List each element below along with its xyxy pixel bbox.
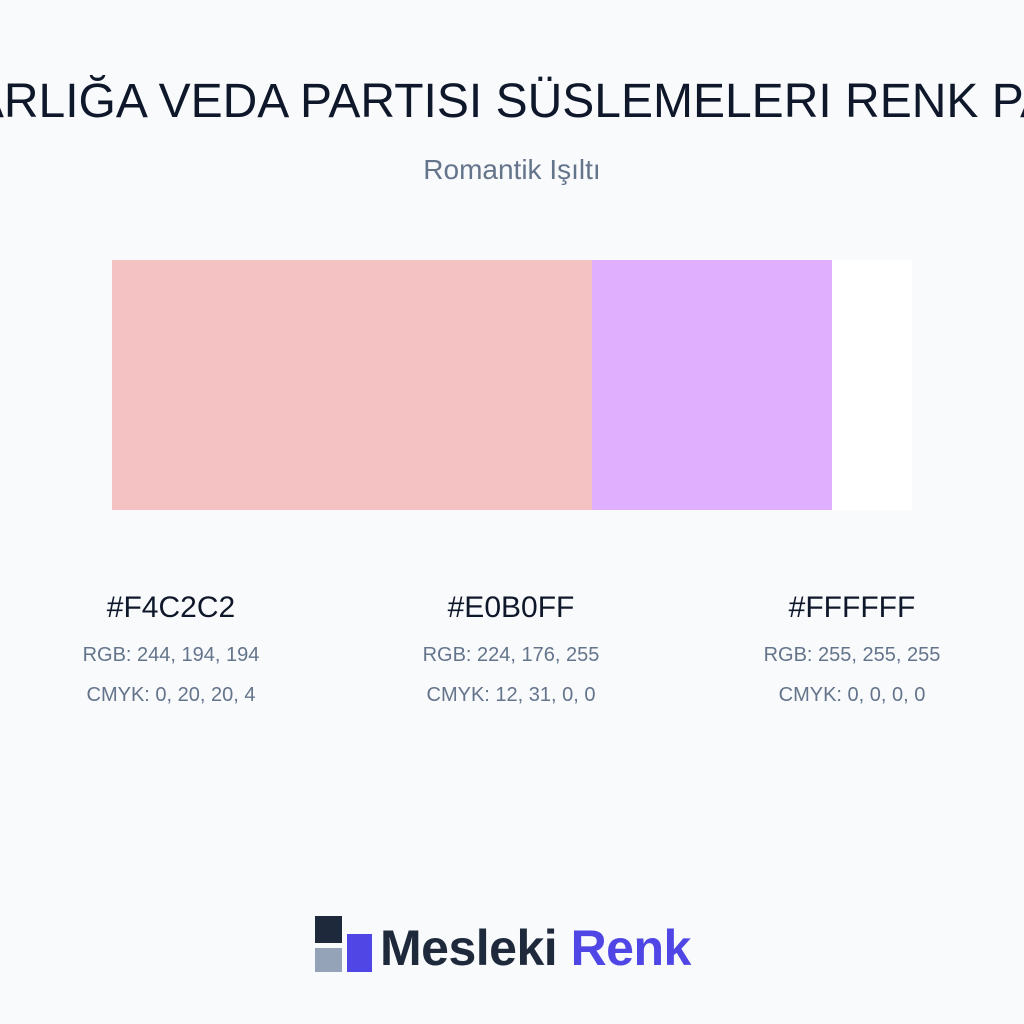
logo-word: Renk xyxy=(570,920,692,976)
cmyk-values: CMYK: 12, 31, 0, 0 xyxy=(426,684,596,706)
color-swatch xyxy=(832,260,912,510)
color-card: #FFFFFF RGB: 255, 255, 255 CMYK: 0, 0, 0, … xyxy=(702,588,1002,707)
rgb-values: RGB: 224, 176, 255 xyxy=(422,644,600,666)
logo-icon xyxy=(315,916,372,972)
hex-code: #F4C2C2 xyxy=(106,591,236,624)
color-swatch xyxy=(112,260,592,510)
rgb-values: RGB: 244, 194, 194 xyxy=(82,644,260,666)
color-card: #F4C2C2 RGB: 244, 194, 194 CMYK: 0, 20, 20… xyxy=(21,588,321,707)
swatch-strip xyxy=(112,260,912,510)
title: ARLIĞA VEDA PARTISI SÜSLEMELERI RENK PA xyxy=(0,75,1024,128)
hex-code: #E0B0FF xyxy=(447,591,575,624)
logo: Mesleki Renk xyxy=(314,914,714,978)
rgb-values: RGB: 255, 255, 255 xyxy=(763,644,941,666)
logo-word: Mesleki xyxy=(380,920,558,976)
cmyk-values: CMYK: 0, 0, 0, 0 xyxy=(778,684,926,706)
color-card: #E0B0FF RGB: 224, 176, 255 CMYK: 12, 31, 0… xyxy=(361,588,661,707)
cmyk-values: CMYK: 0, 20, 20, 4 xyxy=(86,684,256,706)
color-swatch xyxy=(592,260,832,510)
logo-text: Mesleki Renk xyxy=(380,918,691,978)
hex-code: #FFFFFF xyxy=(788,591,916,624)
subtitle: Romantik Işıltı xyxy=(423,154,601,185)
